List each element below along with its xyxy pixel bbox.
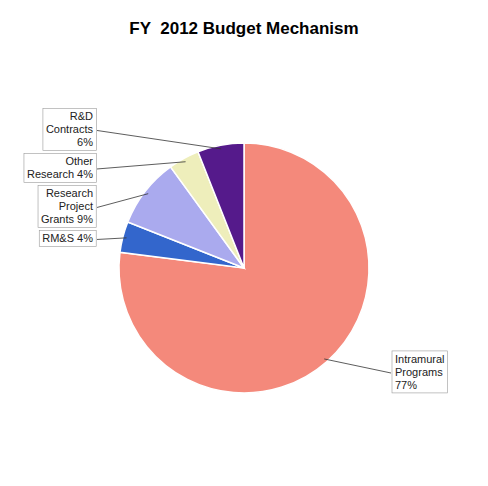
slice-label: R&DContracts6% bbox=[46, 110, 94, 148]
leader-line bbox=[97, 130, 221, 148]
slice-label: OtherResearch 4% bbox=[27, 155, 93, 180]
label-line: Research bbox=[46, 187, 93, 199]
label-line: Grants 9% bbox=[41, 213, 93, 225]
label-box bbox=[392, 351, 448, 393]
leader-line bbox=[97, 162, 186, 169]
label-line: 6% bbox=[77, 136, 93, 148]
label-line: RM&S 4% bbox=[42, 232, 93, 244]
chart: FY 2012 Budget Mechanism IntramuralProgra… bbox=[0, 0, 488, 486]
label-line: Research 4% bbox=[27, 168, 93, 180]
label-line: R&D bbox=[70, 110, 93, 122]
slice-label: ResearchProjectGrants 9% bbox=[41, 187, 93, 225]
slice-label: RM&S 4% bbox=[42, 232, 93, 244]
leader-line bbox=[97, 194, 148, 208]
slice-label: IntramuralPrograms77% bbox=[395, 353, 445, 391]
label-box bbox=[39, 230, 96, 246]
leader-line bbox=[324, 359, 391, 373]
slice bbox=[119, 143, 369, 393]
label-box bbox=[24, 153, 96, 182]
leader-line bbox=[97, 238, 127, 240]
label-box bbox=[43, 108, 97, 150]
label-line: Intramural bbox=[395, 353, 445, 365]
label-line: 77% bbox=[395, 379, 417, 391]
labels: IntramuralPrograms77% RM&S 4% ResearchProj… bbox=[24, 108, 448, 393]
title: FY 2012 Budget Mechanism bbox=[129, 19, 358, 38]
label-line: Contracts bbox=[46, 123, 94, 135]
label-line: Project bbox=[59, 200, 93, 212]
label-line: Other bbox=[65, 155, 93, 167]
pie: IntramuralPrograms77% RM&S 4% ResearchProj… bbox=[24, 108, 448, 393]
slice bbox=[198, 143, 244, 268]
label-box bbox=[38, 185, 96, 227]
label-line: Programs bbox=[395, 366, 443, 378]
